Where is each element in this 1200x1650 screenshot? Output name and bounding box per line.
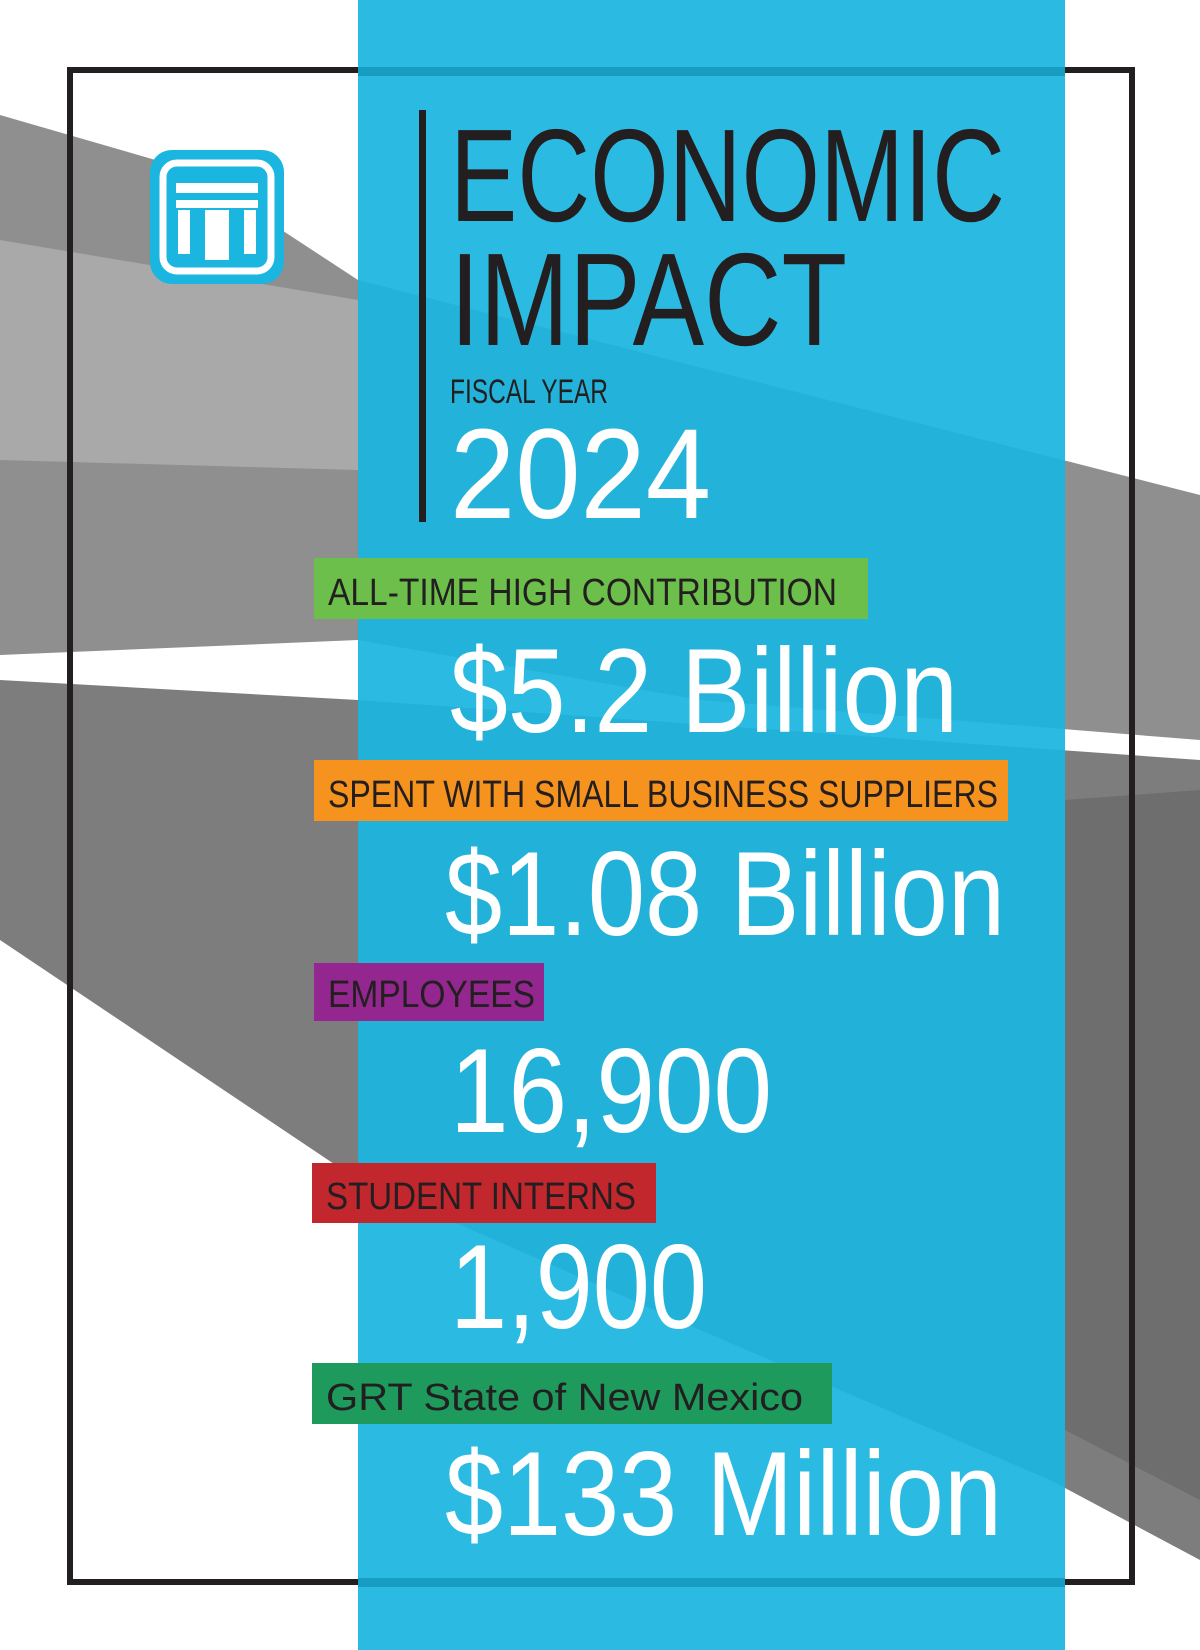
frame-bottom-overlap bbox=[358, 1578, 1065, 1587]
frame-top-overlap bbox=[358, 67, 1065, 76]
label-box bbox=[314, 558, 868, 619]
stat-label: STUDENT INTERNS bbox=[326, 1176, 636, 1218]
stat-value: $5.2 Billion bbox=[450, 624, 958, 758]
label-box bbox=[312, 1363, 832, 1424]
logo bbox=[150, 150, 284, 284]
label-box bbox=[314, 760, 1008, 821]
stat-value: 1,900 bbox=[450, 1220, 707, 1354]
stat-value: 16,900 bbox=[450, 1024, 772, 1158]
photo-building bbox=[0, 240, 358, 470]
stat-value: $133 Million bbox=[445, 1427, 1002, 1561]
photo-stripe bbox=[0, 950, 358, 1230]
stat-value: $1.08 Billion bbox=[445, 827, 1005, 961]
title-bar bbox=[419, 110, 426, 522]
year: 2024 bbox=[450, 403, 711, 546]
label-box bbox=[312, 1163, 656, 1223]
title-line: ECONOMIC bbox=[450, 102, 1005, 249]
stats: ALL-TIME HIGH CONTRIBUTION $5.2 Billion SP… bbox=[312, 558, 1008, 1561]
subtitle: FISCAL YEAR bbox=[450, 373, 608, 411]
label-box bbox=[314, 963, 544, 1021]
stat-label: GRT State of New Mexico bbox=[326, 1377, 803, 1419]
stat-label: SPENT WITH SMALL BUSINESS SUPPLIERS bbox=[328, 774, 998, 816]
stat-label: EMPLOYEES bbox=[328, 974, 535, 1016]
stat-label: ALL-TIME HIGH CONTRIBUTION bbox=[328, 572, 837, 614]
title-line: IMPACT bbox=[450, 226, 847, 373]
